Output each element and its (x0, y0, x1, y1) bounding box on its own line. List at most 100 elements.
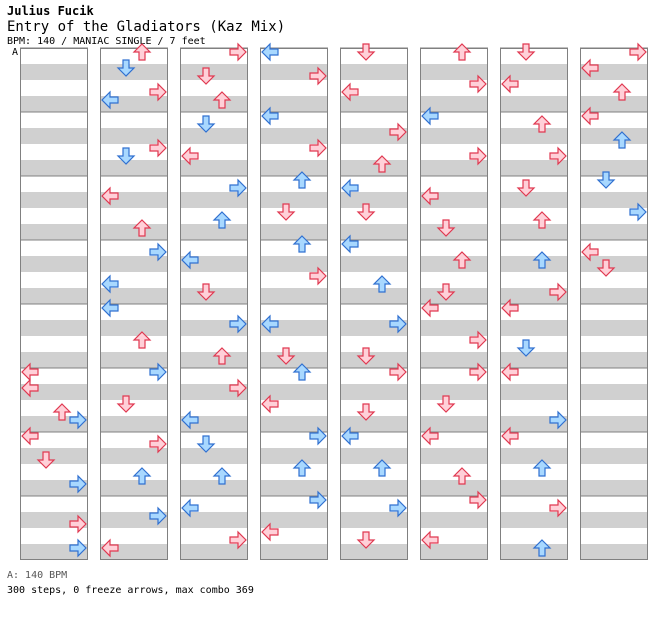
step-arrow-right-icon (229, 42, 247, 62)
beat-stripe (420, 256, 488, 272)
beat-stripe (580, 96, 648, 112)
beat-stripe (340, 96, 408, 112)
step-arrow-up-icon (52, 403, 72, 421)
beat-stripe (420, 448, 488, 464)
step-arrow-up-icon (132, 467, 152, 485)
step-arrow-right-icon (629, 202, 647, 222)
beat-stripe (420, 384, 488, 400)
step-arrow-down-icon (356, 531, 376, 549)
step-arrow-left-icon (501, 298, 519, 318)
step-arrow-left-icon (181, 250, 199, 270)
step-arrow-left-icon (501, 74, 519, 94)
beat-stripe (420, 512, 488, 528)
beat-stripe (180, 448, 248, 464)
step-arrow-right-icon (629, 42, 647, 62)
step-arrow-right-icon (469, 490, 487, 510)
beat-stripe (500, 320, 568, 336)
step-arrow-right-icon (469, 362, 487, 382)
step-arrow-left-icon (501, 362, 519, 382)
step-arrow-up-icon (212, 211, 232, 229)
step-arrow-right-icon (229, 178, 247, 198)
beat-stripe (340, 192, 408, 208)
step-arrow-right-icon (549, 282, 567, 302)
step-arrow-right-icon (389, 314, 407, 334)
beat-stripe (340, 224, 408, 240)
measure-column-3 (180, 47, 248, 560)
step-arrow-left-icon (21, 426, 39, 446)
beat-stripe (260, 416, 328, 432)
beat-stripe (180, 288, 248, 304)
beat-stripe (340, 288, 408, 304)
beat-stripe (340, 64, 408, 80)
artist-name: Julius Fucik (7, 4, 94, 18)
step-arrow-left-icon (101, 186, 119, 206)
step-arrow-down-icon (356, 43, 376, 61)
beat-stripe (260, 384, 328, 400)
step-arrow-up-icon (372, 459, 392, 477)
beat-stripe (420, 128, 488, 144)
beat-stripe (180, 512, 248, 528)
step-arrow-down-icon (276, 347, 296, 365)
beat-stripe (420, 320, 488, 336)
beat-stripe (420, 64, 488, 80)
beat-stripe (20, 96, 88, 112)
step-arrow-up-icon (532, 459, 552, 477)
beat-stripe (340, 544, 408, 560)
step-arrow-right-icon (389, 498, 407, 518)
beat-stripe (580, 224, 648, 240)
step-arrow-left-icon (101, 538, 119, 558)
step-arrow-right-icon (69, 474, 87, 494)
step-arrow-up-icon (612, 131, 632, 149)
measure-column-5 (340, 47, 408, 560)
beat-stripe (340, 512, 408, 528)
step-arrow-up-icon (212, 91, 232, 109)
beat-stripe (100, 480, 168, 496)
beat-stripe (500, 64, 568, 80)
beat-stripe (340, 256, 408, 272)
beat-stripe (420, 544, 488, 560)
step-arrow-right-icon (309, 266, 327, 286)
step-arrow-left-icon (261, 522, 279, 542)
step-arrow-up-icon (372, 155, 392, 173)
step-arrow-up-icon (212, 347, 232, 365)
beat-stripe (340, 160, 408, 176)
step-arrow-left-icon (181, 146, 199, 166)
step-arrow-up-icon (452, 43, 472, 61)
step-arrow-up-icon (292, 235, 312, 253)
beat-stripe (340, 416, 408, 432)
beat-stripe (260, 128, 328, 144)
step-arrow-up-icon (612, 83, 632, 101)
step-arrow-right-icon (229, 530, 247, 550)
beat-stripe (580, 288, 648, 304)
step-arrow-down-icon (276, 203, 296, 221)
step-arrow-up-icon (292, 171, 312, 189)
beat-stripe (260, 192, 328, 208)
step-arrow-down-icon (36, 451, 56, 469)
beat-stripe (580, 544, 648, 560)
column-border (20, 48, 88, 560)
beat-stripe (260, 160, 328, 176)
step-arrow-down-icon (356, 403, 376, 421)
step-arrow-up-icon (132, 331, 152, 349)
beat-stripe (180, 128, 248, 144)
measure-column-1 (20, 47, 88, 560)
step-arrow-up-icon (292, 459, 312, 477)
column-border (100, 48, 168, 560)
beat-stripe (260, 480, 328, 496)
step-arrow-left-icon (581, 58, 599, 78)
step-arrow-down-icon (196, 435, 216, 453)
step-arrow-down-icon (436, 395, 456, 413)
beat-stripe (100, 352, 168, 368)
beat-stripe (420, 288, 488, 304)
beat-stripe (420, 352, 488, 368)
step-arrow-left-icon (261, 394, 279, 414)
step-arrow-left-icon (421, 426, 439, 446)
measure-column-7 (500, 47, 568, 560)
step-arrow-right-icon (149, 362, 167, 382)
step-arrow-down-icon (116, 395, 136, 413)
beat-stripe (260, 288, 328, 304)
step-arrow-up-icon (132, 219, 152, 237)
beat-stripe (500, 480, 568, 496)
step-arrow-right-icon (389, 122, 407, 142)
